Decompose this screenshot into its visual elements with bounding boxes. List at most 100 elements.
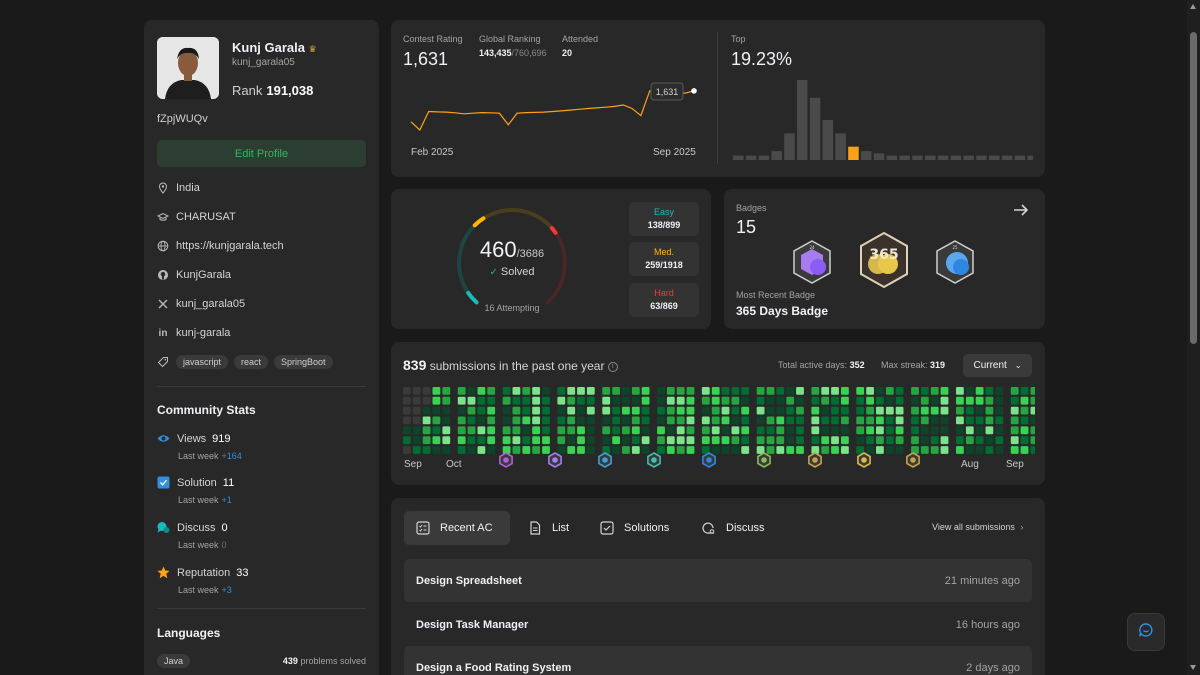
heatmap-cell	[532, 396, 540, 405]
medium-stat[interactable]: Med. 259/1918	[629, 242, 699, 276]
heatmap-cell	[796, 416, 804, 425]
heatmap-cell	[1010, 396, 1019, 405]
attended-value: 20	[562, 48, 573, 58]
website-row[interactable]: https://kunjgarala.tech	[157, 238, 284, 254]
heatmap-cell	[920, 446, 929, 454]
heatmap-cell	[1010, 416, 1019, 425]
heatmap-cell	[467, 396, 476, 405]
heatmap-cell	[522, 436, 531, 445]
easy-stat[interactable]: Easy 138/899	[629, 202, 699, 236]
heatmap-cell	[866, 426, 874, 435]
tab-list[interactable]: List	[516, 511, 581, 545]
heatmap-cell	[412, 436, 421, 445]
heatmap-cell	[701, 396, 710, 405]
heatmap-cell	[956, 436, 964, 445]
heatmap-cell	[756, 426, 765, 435]
heatmap-cell	[930, 387, 939, 395]
scroll-up-icon[interactable]	[1190, 4, 1196, 9]
twitter-row[interactable]: kunj_garala05	[157, 296, 245, 312]
heatmap-cell	[756, 387, 765, 395]
histogram-bar	[835, 133, 846, 160]
skill-tag[interactable]: react	[234, 355, 269, 369]
badge-2025-100-icon[interactable]: 25	[933, 239, 977, 290]
heatmap-cell	[741, 416, 750, 425]
heatmap-cell	[1020, 387, 1029, 395]
heatmap-cell	[821, 396, 830, 405]
global-ranking-value: 143,435/760,696	[479, 48, 547, 58]
heatmap-cell	[721, 416, 730, 425]
chat-icon	[1138, 622, 1154, 643]
avatar[interactable]	[157, 37, 219, 99]
heatmap-cell	[666, 426, 675, 435]
heatmap-cell	[622, 396, 630, 405]
heatmap-cell	[701, 416, 710, 425]
scrollbar-thumb[interactable]	[1190, 32, 1197, 344]
heatmap-cell	[542, 446, 550, 454]
heatmap-cell	[412, 396, 421, 405]
heatmap-cell	[641, 426, 650, 435]
heatmap-cell	[711, 436, 720, 445]
heatmap-cell	[856, 387, 865, 395]
x-twitter-icon	[157, 298, 169, 310]
badge-365-days-icon[interactable]: 365	[857, 231, 911, 296]
heatmap-cell	[477, 446, 486, 454]
heatmap-cell	[920, 426, 929, 435]
rating-chart[interactable]: 1,631	[391, 20, 717, 177]
info-icon[interactable]: i	[607, 361, 618, 372]
heatmap-cell	[1010, 446, 1019, 454]
heatmap-cell	[876, 416, 884, 425]
heatmap-cell	[1030, 426, 1035, 435]
histogram-bar	[873, 153, 885, 160]
heatmap-cell	[811, 446, 820, 454]
rank: Rank 191,038	[232, 83, 314, 98]
hard-stat[interactable]: Hard 63/869	[629, 283, 699, 317]
scroll-down-icon[interactable]	[1190, 665, 1196, 670]
tab-recent-ac[interactable]: Recent AC	[404, 511, 510, 545]
heatmap-cell	[965, 426, 974, 435]
heatmap-cell	[975, 426, 984, 435]
histogram-bar	[733, 155, 744, 160]
heatmap-cell	[532, 446, 540, 454]
solved-progress-ring[interactable]	[449, 203, 575, 319]
edit-profile-button[interactable]: Edit Profile	[157, 140, 366, 167]
github-row[interactable]: KunjGarala	[157, 267, 231, 283]
eye-icon	[157, 432, 170, 445]
linkedin-row[interactable]: in kunj-garala	[158, 327, 231, 339]
page-scrollbar[interactable]	[1187, 0, 1200, 675]
heatmap-cell	[885, 446, 894, 454]
year-select[interactable]: Current ⌄	[963, 354, 1032, 377]
view-all-submissions-link[interactable]: View all submissions ›	[932, 522, 1024, 532]
arrow-right-icon[interactable]	[1012, 201, 1030, 224]
heatmap-cell	[731, 446, 740, 454]
heatmap-cell	[622, 426, 630, 435]
heatmap-cell	[676, 426, 685, 435]
heatmap-cell	[975, 416, 984, 425]
heatmap-cell	[631, 426, 640, 435]
submission-row[interactable]: Design Spreadsheet 21 minutes ago	[404, 559, 1032, 602]
tab-solutions[interactable]: Solutions	[588, 511, 681, 545]
heatmap-cell	[1020, 446, 1029, 454]
ranking-histogram[interactable]	[727, 70, 1033, 162]
heatmap-cell	[676, 416, 685, 425]
chevron-right-icon: ›	[1020, 522, 1024, 532]
heatmap-cell	[1020, 436, 1029, 445]
submission-row[interactable]: Design Task Manager 16 hours ago	[416, 618, 1020, 631]
rating-point-current[interactable]	[691, 88, 697, 94]
heatmap-cell	[422, 396, 431, 405]
heatmap-cell	[841, 446, 849, 454]
skill-tag[interactable]: SpringBoot	[274, 355, 333, 369]
badge-2024-50-icon[interactable]: 24	[790, 239, 834, 290]
heatmap-cell	[432, 436, 441, 445]
heatmap-cell	[831, 446, 839, 454]
heatmap-grid[interactable]: Sep Oct Aug Sep	[403, 387, 1035, 480]
tab-discuss[interactable]: Discuss	[690, 511, 777, 545]
stat-solution: Solution 11	[157, 476, 234, 489]
feedback-chat-button[interactable]	[1127, 613, 1165, 651]
heatmap-cell	[796, 426, 804, 435]
skill-tag[interactable]: javascript	[176, 355, 229, 369]
monthly-badge-core	[602, 457, 608, 463]
heatmap-cell	[831, 406, 839, 415]
language-tag[interactable]: Java	[157, 654, 191, 668]
submission-row[interactable]: Design a Food Rating System 2 days ago	[404, 646, 1032, 675]
heatmap-cell	[676, 436, 685, 445]
